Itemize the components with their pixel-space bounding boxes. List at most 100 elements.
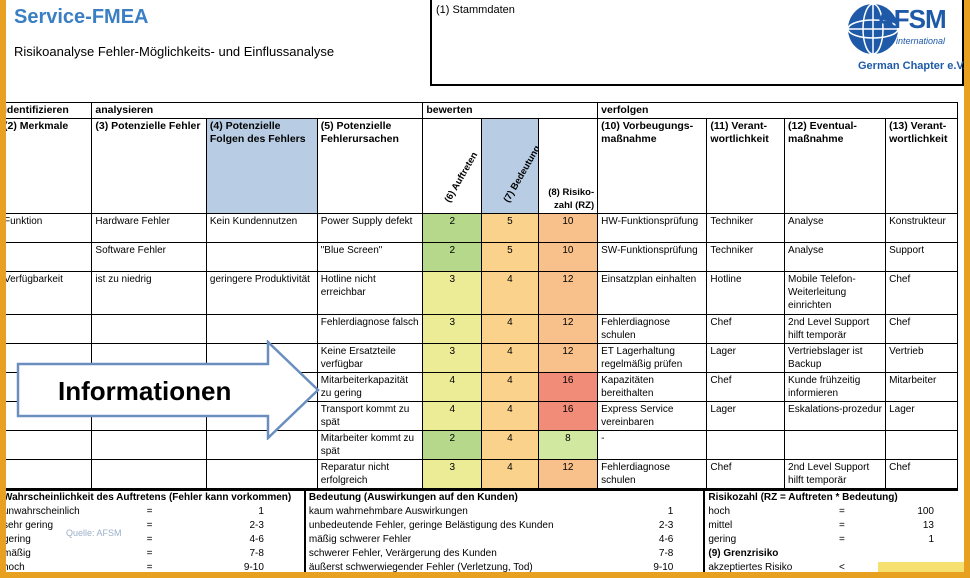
cell-merkmal: Verfügbarkeit: [6, 271, 93, 315]
cell-vorbeugung: Einsatzplan einhalten: [597, 271, 708, 315]
cell-vorbeugung: Fehlerdiagnose schulen: [597, 459, 708, 489]
cell-auftreten: 2: [422, 213, 483, 243]
cell-fehler: [91, 459, 207, 489]
cell-verant2: [885, 430, 958, 460]
cell-bedeutung: 4: [481, 459, 539, 489]
legend-auftreten-val: 4-6: [249, 534, 264, 545]
cell-ursache: Reparatur nicht erfolgreich: [316, 459, 424, 489]
header-eventual: (12) Eventual-maßnahme: [784, 118, 887, 214]
legend-auftreten-eq: =: [146, 534, 153, 545]
cell-eventual: Mobile Telefon-Weiterleitung einrichten: [784, 271, 887, 315]
cell-vorbeugung: HW-Funktionsprüfung: [597, 213, 708, 243]
cell-rz: 10: [537, 213, 599, 243]
legend-rz-label: hoch: [703, 505, 814, 519]
cell-vorbeugung: ET Lagerhaltung regelmäßig prüfen: [597, 343, 708, 373]
legend-row: unwahrscheinlich = 1 kaum wahrnehmbare Ausw…: [3, 505, 958, 519]
cell-verant2: Support: [885, 242, 958, 272]
cell-folge: Kein Kundennutzen: [205, 213, 318, 243]
cell-eventual: Kunde frühzeitig informieren: [784, 372, 887, 402]
legend-auftreten-val: 2-3: [249, 520, 264, 531]
cell-folge: [205, 314, 318, 344]
legend-auftreten-label: mäßig: [3, 548, 31, 559]
legend-bedeutung-label: mäßig schwerer Fehler: [303, 533, 609, 547]
legend-row: gering = 4-6 mäßig schwerer Fehler 4-6 gering…: [3, 533, 958, 547]
phase-analysieren: analysieren: [91, 102, 424, 119]
cell-verant1: Lager: [706, 343, 786, 373]
cell-rz: 10: [537, 242, 599, 272]
cell-auftreten: 3: [422, 459, 483, 489]
legend-auftreten-label: sehr gering: [3, 520, 54, 531]
cell-verant2: Konstrukteur: [885, 213, 958, 243]
cell-merkmal: [6, 459, 93, 489]
table-row: Fehlerdiagnose falsch 3 4 12 Fehlerdiagnose …: [6, 314, 958, 344]
cell-verant1: Lager: [706, 401, 786, 431]
header-auftreten: (6) Auftreten: [442, 150, 481, 205]
cell-verant2: Chef: [885, 271, 958, 315]
cell-bedeutung: 4: [481, 314, 539, 344]
cell-rz: 12: [537, 459, 599, 489]
cell-fehler: ist zu niedrig: [91, 271, 207, 315]
cell-ursache: Fehlerdiagnose falsch: [316, 314, 424, 344]
cell-bedeutung: 4: [481, 343, 539, 373]
cell-rz: 12: [537, 343, 599, 373]
header-vorbeugung: (10) Vorbeugungs-maßnahme: [597, 118, 708, 214]
cell-vorbeugung: SW-Funktionsprüfung: [597, 242, 708, 272]
cell-bedeutung: 4: [481, 430, 539, 460]
legend-table: Wahrscheinlichkeit des Auftretens (Fehle…: [3, 488, 958, 573]
cell-auftreten: 2: [422, 242, 483, 272]
legend-rz-eq: =: [839, 534, 845, 545]
cell-verant2: Mitarbeiter: [885, 372, 958, 402]
cell-ursache: Mitarbeiter kommt zu spät: [316, 430, 424, 460]
cell-auftreten: 3: [422, 343, 483, 373]
cell-folge: [205, 459, 318, 489]
legend-rz-label: mittel: [703, 519, 814, 533]
table-row: Funktion Hardware Fehler Kein Kundennutzen…: [6, 213, 958, 243]
legend-auftreten-label: hoch: [3, 562, 25, 573]
header-merkmale: (2) Merkmale: [6, 118, 93, 214]
legend-auftreten-val: 9-10: [243, 562, 264, 573]
cell-verant1: Hotline: [706, 271, 786, 315]
legend-rz-val: 100: [917, 506, 934, 517]
legend-auftreten-title: Wahrscheinlichkeit des Auftretens (Fehle…: [3, 492, 292, 503]
legend-auftreten-eq: =: [146, 548, 153, 559]
cell-ursache: Mitarbeiterkapazität zu gering: [316, 372, 424, 402]
table-row: Verfügbarkeit ist zu niedrig geringere Pro…: [6, 271, 958, 315]
cell-verant1: [706, 430, 786, 460]
cell-eventual: 2nd Level Support hilft temporär: [784, 314, 887, 344]
cell-ursache: Keine Ersatzteile verfügbar: [316, 343, 424, 373]
cell-eventual: Analyse: [784, 213, 887, 243]
legend-grenz-title: (9) Grenzrisiko: [703, 547, 958, 561]
cell-vorbeugung: Express Service vereinbaren: [597, 401, 708, 431]
stammdaten-label: (1) Stammdaten: [436, 4, 515, 16]
grenz-highlight: [878, 562, 964, 572]
cell-ursache: Hotline nicht erreichbar: [316, 271, 424, 315]
cell-merkmal: Funktion: [6, 213, 93, 243]
cell-rz: 16: [537, 401, 599, 431]
phase-verfolgen: verfolgen: [597, 102, 958, 119]
legend-auftreten-label: unwahrscheinlich: [3, 506, 80, 517]
legend-auftreten-eq: =: [146, 520, 153, 531]
legend-auftreten-label: gering: [3, 534, 31, 545]
cell-verant2: Chef: [885, 314, 958, 344]
legend-grenz-label: akzeptiertes Risiko: [703, 561, 814, 572]
legend-bedeutung-label: äußerst schwerwiegender Fehler (Verletzu…: [303, 561, 609, 572]
cell-eventual: Analyse: [784, 242, 887, 272]
header-verant2: (13) Verant-wortlichkeit: [885, 118, 958, 214]
legend-bedeutung-val: 9-10: [653, 562, 674, 573]
globe-icon: [847, 3, 899, 55]
cell-verant2: Lager: [885, 401, 958, 431]
cell-auftreten: 4: [422, 401, 483, 431]
cell-auftreten: 3: [422, 271, 483, 315]
legend-bedeutung-val: 2-3: [658, 520, 674, 531]
cell-eventual: 2nd Level Support hilft temporär: [784, 459, 887, 489]
legend-auftreten-eq: =: [146, 562, 153, 573]
cell-verant1: Techniker: [706, 213, 786, 243]
legend-rz-eq: =: [839, 520, 845, 531]
cell-verant1: Chef: [706, 372, 786, 402]
legend-auftreten-eq: =: [146, 506, 153, 517]
cell-bedeutung: 4: [481, 401, 539, 431]
legend-rz-val: 13: [922, 520, 934, 531]
cell-folge: geringere Produktivität: [205, 271, 318, 315]
cell-verant1: Chef: [706, 459, 786, 489]
legend-bedeutung-val: 4-6: [658, 534, 674, 545]
